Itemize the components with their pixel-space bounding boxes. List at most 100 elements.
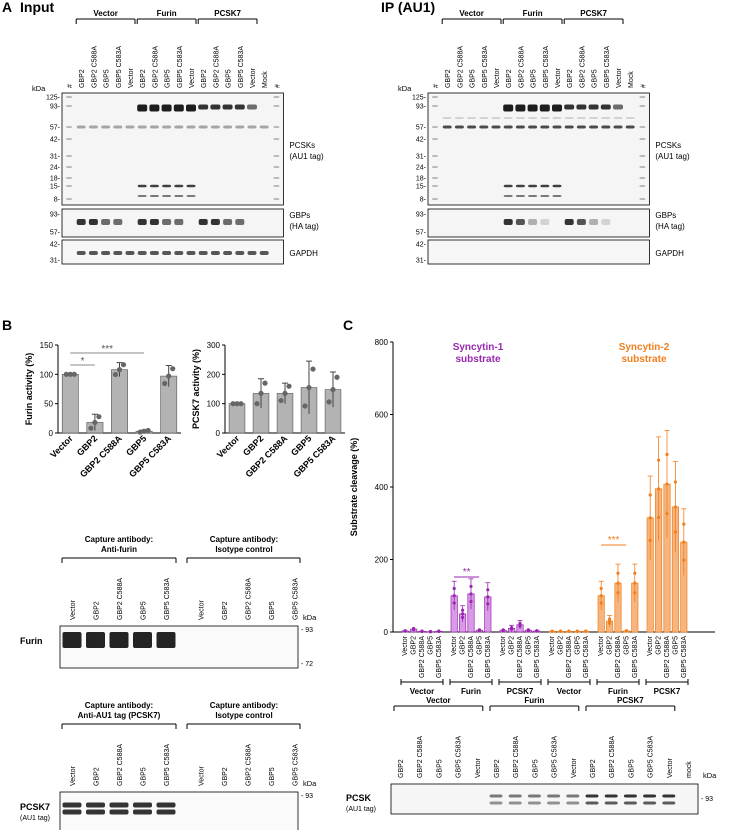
gapdh-band [88, 251, 98, 255]
lane-label: GBP2 C588A [117, 578, 124, 620]
blot-band [576, 125, 586, 129]
lane-label: GBP2 [94, 767, 101, 786]
data-point [420, 629, 424, 633]
bar [228, 403, 246, 434]
x-tick-label: Vector [500, 635, 507, 656]
data-point [624, 629, 629, 633]
gapdh-band [125, 251, 135, 255]
blot-gapdh [61, 239, 284, 265]
blot-band [186, 104, 196, 112]
lane-label: GBP5 C583A [293, 578, 300, 620]
data-point [648, 493, 652, 497]
capture-band [86, 809, 105, 815]
data-point [599, 594, 603, 598]
blot-gbps [61, 208, 284, 238]
capture-band [109, 809, 129, 815]
data-point [254, 401, 260, 407]
y-tick-label: 200 [375, 556, 389, 565]
mw-marker: 24- [416, 165, 427, 172]
gapdh-band [247, 251, 257, 255]
blot-label: (AU1 tag) [289, 152, 324, 161]
pcsk-band [585, 801, 599, 805]
ladder-band [66, 155, 72, 157]
pcsk-band [527, 794, 541, 798]
data-point [599, 586, 603, 591]
gapdh-band [174, 251, 184, 255]
blot-band [247, 125, 257, 129]
blot-band [552, 184, 562, 188]
data-point [469, 592, 473, 596]
blot-band [515, 125, 525, 129]
ladder-band [66, 185, 72, 187]
lane-label: GBP2 [590, 759, 597, 778]
blot-band [113, 125, 123, 129]
blot-band [527, 104, 538, 112]
gbp-band [88, 219, 98, 225]
data-point [234, 401, 240, 407]
group-bracket-label: Vector [93, 9, 117, 18]
pcsk-blot-box [390, 783, 699, 815]
data-point [120, 362, 127, 368]
blot-group-bracket-label: Vector [426, 696, 450, 705]
blot-band [479, 117, 489, 119]
data-point [657, 487, 661, 491]
ladder-band [639, 96, 646, 98]
gbp-band [149, 219, 159, 225]
gbp-band [601, 219, 611, 225]
data-point [145, 427, 151, 434]
ladder-band [432, 96, 438, 98]
blot-band [491, 117, 501, 119]
capture-band [62, 802, 82, 808]
syncytin2-title: substrate [621, 354, 666, 365]
data-point [141, 428, 147, 434]
capture-band [62, 809, 82, 815]
gapdh-band [259, 251, 269, 255]
blot-band [528, 184, 538, 188]
gbp-band [576, 219, 586, 225]
blot-band [540, 125, 550, 129]
gapdh-band [137, 251, 147, 255]
blot-band [173, 104, 184, 112]
x-tick-label: Vector [549, 635, 556, 656]
lane-label: GBP5 C583A [293, 744, 300, 786]
blot-label: PCSKs [655, 141, 681, 150]
blot-band [576, 104, 587, 110]
mw-marker: - 93 [701, 796, 713, 803]
ladder-band [639, 198, 646, 200]
lane-label: GBP5 [470, 69, 477, 88]
blot-band [601, 117, 611, 119]
data-point [501, 628, 505, 632]
blot-band [210, 104, 221, 110]
sig-label: *** [608, 535, 620, 546]
data-point [526, 628, 531, 632]
pcsk-band [604, 794, 618, 798]
lane-label: GBP5 [141, 767, 148, 786]
lane-label: # [274, 84, 281, 88]
data-point [88, 425, 94, 431]
gapdh-band [76, 251, 86, 255]
x-tick-label: Vector [598, 635, 605, 656]
data-point [682, 540, 686, 544]
capture-title: Isotype control [215, 545, 272, 554]
ladder-band [639, 155, 646, 157]
mw-marker: 15- [50, 184, 61, 191]
capture-band [62, 632, 82, 648]
capture-band [133, 632, 152, 648]
data-point [559, 629, 563, 633]
data-point [258, 390, 264, 396]
lane-label: GBP2 [140, 69, 147, 88]
ladder-band [66, 198, 72, 200]
lane-label: # [433, 84, 440, 88]
group-bracket-label: Furin [523, 9, 543, 18]
panel-letter-a: A [2, 0, 12, 15]
blot-band [625, 117, 635, 119]
substrate-cleavage-chart: 0 200 400 600 800 Substrate cleavage (%) Vecto… [349, 338, 715, 696]
blot-band [101, 125, 111, 129]
gbp-band [515, 219, 525, 225]
x-tick-label: GBP2 C588A [566, 636, 573, 678]
ladder-band [273, 166, 280, 168]
blot-band [613, 104, 623, 110]
lane-label: GBP5 [592, 69, 599, 88]
pcsk-band [585, 794, 599, 798]
blot-band [552, 104, 562, 112]
